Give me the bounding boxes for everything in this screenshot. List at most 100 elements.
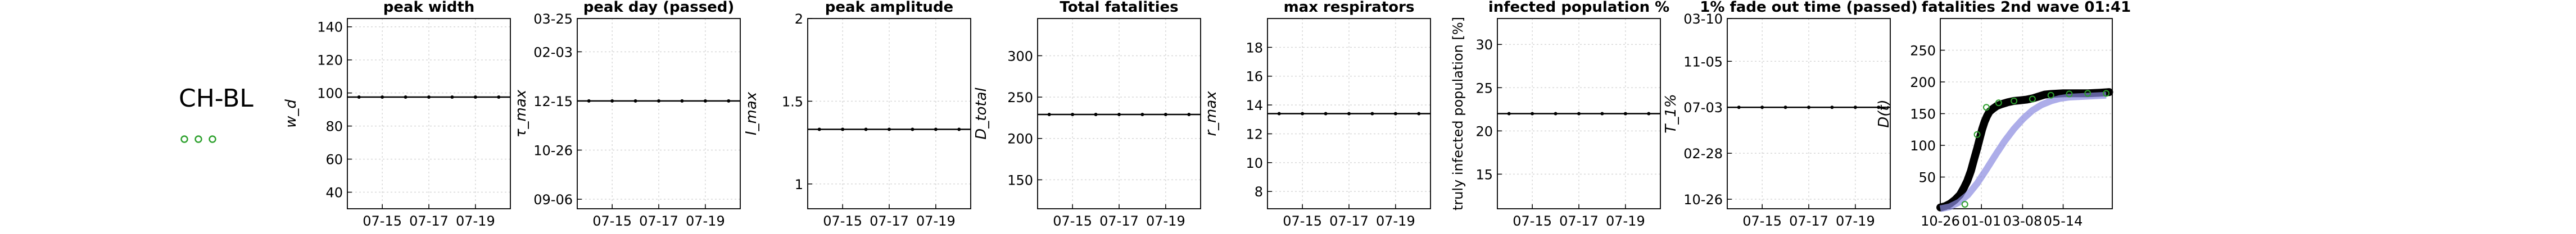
data-point bbox=[1047, 112, 1051, 116]
y-tick-label: 200 bbox=[1007, 131, 1033, 147]
data-point bbox=[427, 95, 431, 99]
data-point bbox=[1531, 112, 1534, 116]
chart-title: peak width bbox=[383, 0, 475, 16]
y-tick-label: 09-06 bbox=[533, 192, 573, 208]
x-tick-label: 07-17 bbox=[1559, 213, 1599, 229]
data-point bbox=[1071, 112, 1075, 116]
x-tick-label: 07-15 bbox=[1513, 213, 1552, 229]
y-tick-label: 20 bbox=[1475, 123, 1493, 139]
data-point bbox=[473, 95, 477, 99]
data-point bbox=[1324, 112, 1328, 116]
y-tick-label: 250 bbox=[1910, 43, 1936, 59]
data-point bbox=[1737, 105, 1741, 109]
y-tick-label: 40 bbox=[325, 185, 343, 201]
y-tick-label: 07-03 bbox=[1683, 100, 1723, 116]
data-point bbox=[2047, 91, 2054, 99]
data-point bbox=[864, 127, 868, 131]
x-tick-label: 07-19 bbox=[1836, 213, 1875, 229]
y-tick-label: 11-05 bbox=[1683, 54, 1723, 70]
y-tick-label: 03-10 bbox=[1683, 11, 1723, 27]
legend-marker bbox=[209, 135, 216, 143]
y-axis-label: truly infected population [%] bbox=[1450, 17, 1466, 210]
data-point bbox=[1600, 112, 1604, 116]
y-tick-label: 02-28 bbox=[1683, 146, 1723, 162]
data-point bbox=[703, 99, 707, 103]
y-axis-label: w_d bbox=[283, 99, 300, 128]
y-tick-label: 8 bbox=[1255, 184, 1263, 200]
data-point bbox=[680, 99, 684, 103]
data-point bbox=[357, 95, 361, 99]
data-point bbox=[610, 99, 614, 103]
chart-panel: 1% fade out time (passed) T_1% 10-26 02-28 0… bbox=[1663, 0, 1918, 229]
data-point bbox=[1982, 104, 1990, 111]
data-point bbox=[1554, 112, 1558, 116]
y-tick-label: 300 bbox=[1007, 48, 1033, 64]
x-tick-label: 01-01 bbox=[1962, 213, 2001, 229]
x-tick-label: 07-17 bbox=[1329, 213, 1369, 229]
plot-frame bbox=[347, 18, 511, 209]
region-title: CH-BL bbox=[179, 84, 253, 113]
series-line bbox=[1936, 88, 2113, 212]
y-axis-label: D(t) bbox=[1876, 99, 1893, 128]
data-point bbox=[1973, 131, 1981, 138]
data-point bbox=[2011, 97, 2018, 104]
x-tick-label: 07-15 bbox=[1283, 213, 1322, 229]
data-point bbox=[497, 95, 501, 99]
data-point bbox=[934, 127, 938, 131]
y-tick-label: 120 bbox=[317, 53, 343, 68]
data-point bbox=[1853, 105, 1857, 109]
data-point bbox=[957, 127, 961, 131]
x-tick-label: 07-15 bbox=[1053, 213, 1092, 229]
y-axis-label: D_total bbox=[973, 87, 990, 139]
plot-frame bbox=[577, 18, 741, 209]
y-tick-label: 15 bbox=[1475, 167, 1493, 182]
data-point bbox=[1877, 105, 1881, 109]
x-tick-label: 05-14 bbox=[2044, 213, 2083, 229]
x-tick-label: 07-17 bbox=[409, 213, 449, 229]
chart-panel: fatalities 2nd wave 01:41 D(t) 50 100 150 200… bbox=[1876, 0, 2131, 229]
y-tick-label: 1 bbox=[795, 177, 803, 192]
chart-panel: max respirators r_max 8 10 12 14 16 18 07-15 07-1… bbox=[1203, 0, 1431, 229]
y-tick-label: 25 bbox=[1475, 80, 1493, 96]
data-point bbox=[1577, 112, 1581, 116]
y-axis-label: r_max bbox=[1203, 91, 1220, 136]
y-tick-label: 250 bbox=[1007, 90, 1033, 105]
data-point bbox=[381, 95, 384, 99]
chart-panel: infected population % truly infected popu… bbox=[1450, 0, 1669, 229]
x-tick-label: 03-08 bbox=[2003, 213, 2043, 229]
data-point bbox=[1140, 112, 1144, 116]
y-tick-label: 150 bbox=[1007, 172, 1033, 188]
data-point bbox=[1277, 112, 1281, 116]
data-point bbox=[1995, 99, 2002, 107]
data-point bbox=[1623, 112, 1627, 116]
data-point bbox=[1507, 112, 1511, 116]
y-tick-label: 60 bbox=[325, 152, 343, 168]
x-tick-label: 07-19 bbox=[686, 213, 725, 229]
data-point bbox=[2084, 90, 2091, 97]
data-point bbox=[404, 95, 408, 99]
data-point bbox=[1370, 112, 1374, 116]
y-tick-label: 10-26 bbox=[533, 143, 573, 158]
x-tick-label: 07-15 bbox=[592, 213, 632, 229]
y-tick-label: 30 bbox=[1475, 37, 1493, 53]
y-tick-label: 80 bbox=[325, 119, 343, 135]
data-point bbox=[1187, 112, 1191, 116]
data-point bbox=[657, 99, 660, 103]
x-tick-label: 07-19 bbox=[1376, 213, 1415, 229]
y-tick-label: 12-15 bbox=[533, 94, 573, 109]
data-point bbox=[911, 127, 914, 131]
x-tick-label: 07-15 bbox=[823, 213, 862, 229]
x-tick-label: 07-17 bbox=[639, 213, 678, 229]
data-point bbox=[841, 127, 845, 131]
y-tick-label: 1.5 bbox=[782, 94, 803, 109]
data-point bbox=[1393, 112, 1397, 116]
x-tick-label: 07-17 bbox=[1789, 213, 1828, 229]
data-point bbox=[633, 99, 637, 103]
chart-title: peak amplitude bbox=[825, 0, 953, 16]
y-tick-label: 18 bbox=[1246, 40, 1263, 56]
plot-frame bbox=[1727, 18, 1891, 209]
y-tick-label: 100 bbox=[1910, 138, 1936, 154]
chart-panel: peak day (passed) τ_max 09-06 10-26 12-15 02-… bbox=[513, 0, 741, 229]
